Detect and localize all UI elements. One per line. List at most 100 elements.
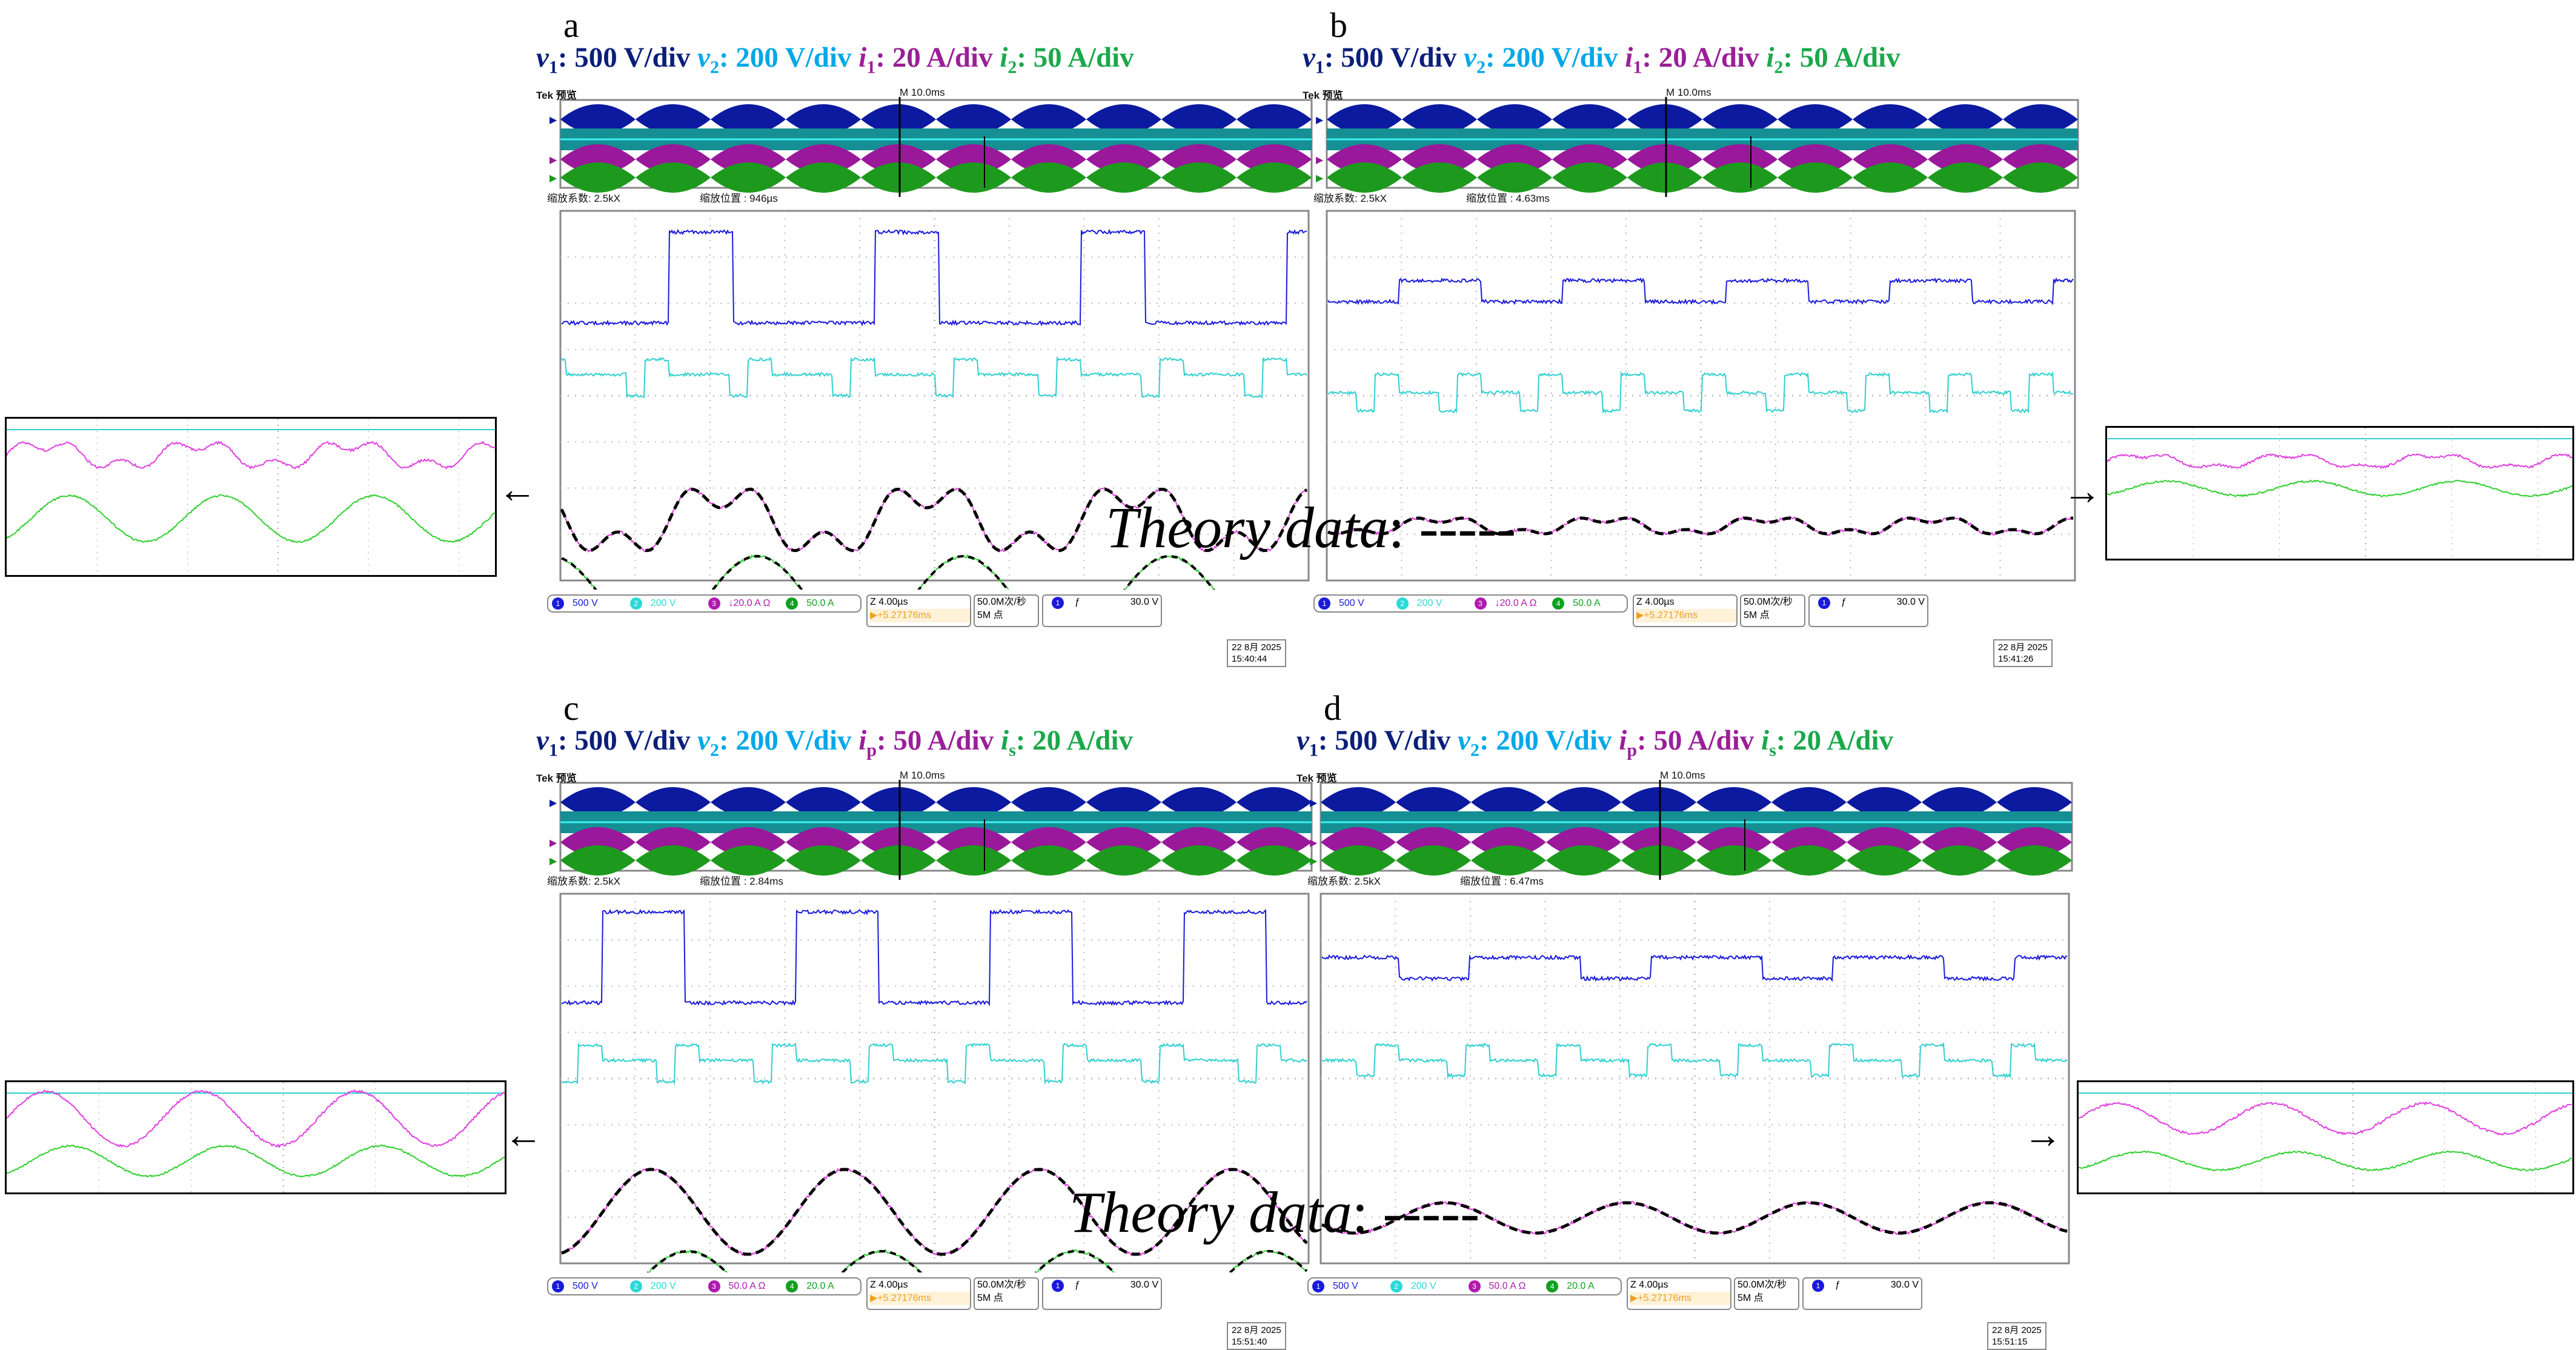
sample-rate: 50.0M次/秒 bbox=[977, 596, 1038, 609]
trigger-channel: 1 bbox=[1812, 1280, 1824, 1292]
horizontal-offset: ▶+5.27176ms bbox=[870, 609, 970, 622]
acquisition-settings[interactable]: 50.0M次/秒 5M 点 bbox=[1734, 1277, 1799, 1310]
trigger-slope: ƒ bbox=[1841, 596, 1847, 609]
inset-waveforms bbox=[7, 1082, 505, 1192]
inset-ch4-trace bbox=[2079, 1151, 2572, 1171]
trigger-slope: ƒ bbox=[1075, 1279, 1080, 1292]
horizontal-settings[interactable]: Z 4.00µs ▶+5.27176ms bbox=[1633, 594, 1738, 627]
header-i1: ip: 50 A/div bbox=[1619, 725, 1761, 756]
acquisition-settings[interactable]: 50.0M次/秒 5M 点 bbox=[1740, 594, 1805, 627]
header-v1: v1: 500 V/div bbox=[1296, 725, 1458, 756]
channel-4[interactable]: 4 50.0 A bbox=[1552, 597, 1627, 610]
arrow-right-icon: → bbox=[2063, 471, 2102, 510]
scope-title: Tek 预览 bbox=[536, 770, 577, 785]
channel-3[interactable]: 3 50.0 A Ω bbox=[708, 1280, 783, 1292]
channel-1[interactable]: 1 500 V bbox=[552, 1280, 626, 1292]
horizontal-offset: ▶+5.27176ms bbox=[870, 1292, 970, 1305]
acquisition-settings[interactable]: 50.0M次/秒 5M 点 bbox=[974, 1277, 1039, 1310]
trigger-channel: 1 bbox=[1052, 1280, 1064, 1292]
scope-title: Tek 预览 bbox=[1303, 87, 1343, 102]
channel-marker: ▶ bbox=[549, 856, 557, 866]
trigger-level: 30.0 V bbox=[1130, 1279, 1158, 1292]
acquisition-settings[interactable]: 50.0M次/秒 5M 点 bbox=[974, 594, 1039, 627]
arrow-left-icon: ← bbox=[504, 1115, 543, 1154]
header-i1: i1: 20 A/div bbox=[858, 42, 1000, 73]
timebase: M 10.0ms bbox=[900, 770, 945, 782]
horizontal-settings[interactable]: Z 4.00µs ▶+5.27176ms bbox=[866, 594, 971, 627]
header-i2: i2: 50 A/div bbox=[1000, 42, 1134, 73]
header-v2: v2: 200 V/div bbox=[1464, 42, 1625, 73]
channel-marker: ▶ bbox=[549, 155, 557, 165]
header-v2: v2: 200 V/div bbox=[1458, 725, 1619, 756]
inset-ch4-trace bbox=[7, 495, 495, 543]
timestamp: 22 8月 2025 15:40:44 bbox=[1227, 639, 1286, 667]
date: 22 8月 2025 bbox=[1998, 642, 2048, 653]
arrow-right-icon: → bbox=[2023, 1115, 2062, 1154]
inset-zoom-c bbox=[5, 1080, 506, 1194]
channel-scale-header: v1: 500 V/div v2: 200 V/div i1: 20 A/div… bbox=[536, 41, 1134, 78]
horizontal-scale: Z 4.00µs bbox=[1636, 596, 1736, 609]
inset-ch3-trace bbox=[7, 1090, 505, 1147]
zoom-factor: 缩放系数: 2.5kX bbox=[1307, 873, 1381, 888]
horizontal-settings[interactable]: Z 4.00µs ▶+5.27176ms bbox=[1627, 1277, 1731, 1310]
inset-ch3-trace bbox=[2107, 454, 2572, 468]
date: 22 8月 2025 bbox=[1232, 1325, 1281, 1336]
record-length: 5M 点 bbox=[977, 609, 1038, 622]
channel-scale-header: v1: 500 V/div v2: 200 V/div i1: 20 A/div… bbox=[1303, 41, 1900, 78]
channel-marker: ▶ bbox=[549, 838, 557, 848]
trigger-settings[interactable]: 1 ƒ 30.0 V bbox=[1808, 594, 1928, 627]
trigger-level: 30.0 V bbox=[1897, 596, 1925, 609]
record-length: 5M 点 bbox=[1744, 609, 1804, 622]
header-v1: v1: 500 V/div bbox=[536, 42, 697, 73]
channel-2[interactable]: 2 200 V bbox=[630, 597, 705, 610]
theory-data-legend: Theory data: ----- bbox=[1069, 1179, 1479, 1246]
trigger-settings[interactable]: 1 ƒ 30.0 V bbox=[1042, 1277, 1162, 1310]
header-i1: i1: 20 A/div bbox=[1625, 42, 1766, 73]
zoom-factor: 缩放系数: 2.5kX bbox=[547, 190, 620, 205]
channel-marker: ▶ bbox=[1310, 856, 1318, 866]
timestamp: 22 8月 2025 15:41:26 bbox=[1993, 639, 2053, 667]
channel-scale-header: v1: 500 V/div v2: 200 V/div ip: 50 A/div… bbox=[1296, 724, 1893, 760]
inset-ch3-trace bbox=[7, 442, 495, 468]
channel-4[interactable]: 4 20.0 A bbox=[1546, 1280, 1621, 1292]
channel-1[interactable]: 1 500 V bbox=[1312, 1280, 1387, 1292]
channel-2[interactable]: 2 200 V bbox=[630, 1280, 705, 1292]
channel-2[interactable]: 2 200 V bbox=[1390, 1280, 1465, 1292]
channel-4[interactable]: 4 20.0 A bbox=[786, 1280, 860, 1292]
header-v2: v2: 200 V/div bbox=[697, 42, 858, 73]
scope-title: Tek 预览 bbox=[536, 87, 577, 102]
channel-scale-header: v1: 500 V/div v2: 200 V/div ip: 50 A/div… bbox=[536, 724, 1133, 760]
channel-3[interactable]: 3 ↓20.0 A Ω bbox=[1475, 597, 1549, 610]
time: 15:41:26 bbox=[1998, 653, 2048, 665]
date: 22 8月 2025 bbox=[1232, 642, 1281, 653]
sample-rate: 50.0M次/秒 bbox=[1744, 596, 1804, 609]
horizontal-settings[interactable]: Z 4.00µs ▶+5.27176ms bbox=[866, 1277, 971, 1310]
horizontal-offset: ▶+5.27176ms bbox=[1630, 1292, 1730, 1305]
panel-label: d bbox=[1324, 688, 1341, 728]
channel-4[interactable]: 4 50.0 A bbox=[786, 597, 860, 610]
channel-2[interactable]: 2 200 V bbox=[1396, 597, 1471, 610]
horizontal-scale: Z 4.00µs bbox=[870, 596, 970, 609]
time: 15:51:15 bbox=[1992, 1336, 2042, 1348]
channel-1[interactable]: 1 500 V bbox=[552, 597, 626, 610]
inset-ch4-trace bbox=[7, 1145, 505, 1177]
zoom-position: 缩放位置 : 946µs bbox=[700, 190, 778, 205]
trigger-level: 30.0 V bbox=[1891, 1279, 1919, 1292]
channel-1[interactable]: 1 500 V bbox=[1318, 597, 1393, 610]
channel-marker: ▶ bbox=[1310, 838, 1318, 848]
channel-3[interactable]: 3 50.0 A Ω bbox=[1469, 1280, 1543, 1292]
channel-marker: ▶ bbox=[549, 115, 557, 125]
time: 15:40:44 bbox=[1232, 653, 1281, 665]
trigger-settings[interactable]: 1 ƒ 30.0 V bbox=[1802, 1277, 1922, 1310]
channel-3[interactable]: 3 ↓20.0 A Ω bbox=[708, 597, 783, 610]
horizontal-scale: Z 4.00µs bbox=[1630, 1279, 1730, 1292]
trigger-channel: 1 bbox=[1052, 597, 1064, 609]
header-v1: v1: 500 V/div bbox=[536, 725, 697, 756]
timebase: M 10.0ms bbox=[1666, 87, 1711, 99]
inset-ch4-trace bbox=[2107, 480, 2572, 497]
channel-marker: ▶ bbox=[1316, 155, 1324, 165]
channel-marker: ▶ bbox=[549, 798, 557, 808]
timestamp: 22 8月 2025 15:51:15 bbox=[1987, 1322, 2047, 1350]
header-i2: is: 20 A/div bbox=[1001, 725, 1133, 756]
trigger-settings[interactable]: 1 ƒ 30.0 V bbox=[1042, 594, 1162, 627]
